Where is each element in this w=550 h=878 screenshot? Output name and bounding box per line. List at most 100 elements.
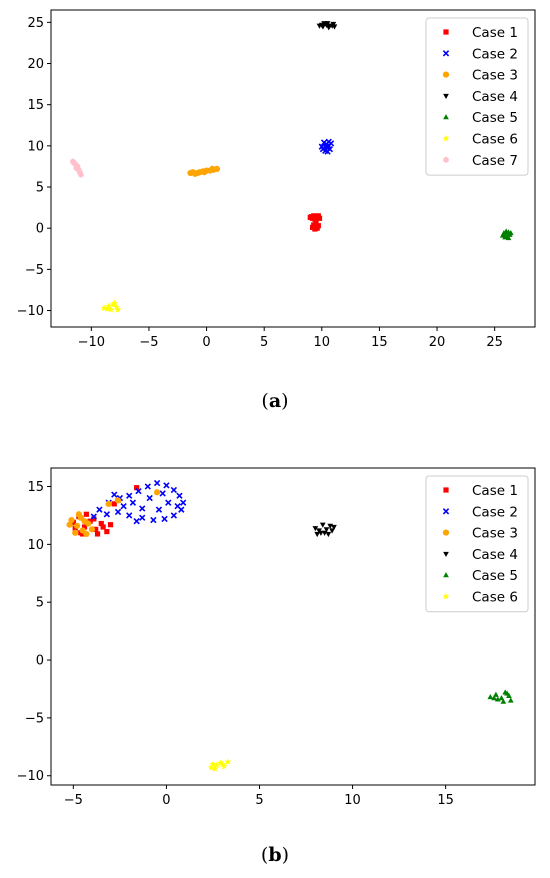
chart-a-x-tick-label: 25 xyxy=(486,335,503,350)
chart-a-point xyxy=(100,304,108,312)
chart-b-legend-marker xyxy=(442,592,450,600)
chart-b-point xyxy=(211,765,219,772)
chart-b-point xyxy=(133,518,140,525)
chart-b-point xyxy=(325,531,332,538)
chart-b-point xyxy=(174,503,181,510)
chart-a-legend-label: Case 7 xyxy=(472,153,518,169)
chart-a-legend-marker xyxy=(443,29,449,35)
chart-a-x-tick-label: 5 xyxy=(260,335,268,350)
chart-a-legend-marker xyxy=(442,50,450,57)
chart-a-point xyxy=(331,24,338,30)
chart-a-point xyxy=(114,306,122,313)
chart-b-point xyxy=(316,528,322,534)
chart-b-point xyxy=(327,523,334,529)
chart-a-series-6 xyxy=(100,299,122,313)
chart-b-legend-marker xyxy=(442,508,450,515)
chart-a-point xyxy=(105,302,113,310)
chart-b-legend-label: Case 6 xyxy=(472,590,518,606)
chart-b-legend-label: Case 1 xyxy=(472,483,518,499)
chart-a-legend: Case 1 Case 2 Case 3 Case 4 Case 5 Case 6 Case… xyxy=(425,17,529,176)
chart-b-point xyxy=(220,762,228,770)
chart-a-point xyxy=(107,306,115,313)
chart-a-series-5 xyxy=(499,228,514,241)
chart-a-series-4 xyxy=(316,21,338,31)
chart-b-y-tick-label: −10 xyxy=(17,769,44,784)
chart-b-point xyxy=(139,505,146,512)
chart-b-point xyxy=(126,512,133,519)
chart-b-x-tick-label: 5 xyxy=(255,793,263,808)
chart-b-point xyxy=(139,514,146,521)
chart-a-point xyxy=(505,234,512,241)
chart-b-point xyxy=(314,531,321,538)
chart-b-legend-marker xyxy=(443,551,449,558)
chart-b-point xyxy=(507,697,514,703)
chart-a-point xyxy=(307,214,313,221)
chart-b-point xyxy=(103,511,111,518)
chart-b-point xyxy=(111,491,118,498)
chart-b-legend-label: Case 4 xyxy=(472,547,518,563)
chart-b-point xyxy=(207,764,215,771)
chart-a-x-tick-label: 0 xyxy=(202,335,210,350)
chart-b-point xyxy=(90,513,97,520)
chart-b-point xyxy=(111,501,117,507)
chart-a-point xyxy=(325,138,332,145)
chart-b-point xyxy=(134,485,140,491)
chart-b-legend-label: Case 5 xyxy=(472,568,518,584)
chart-b-point xyxy=(176,492,183,499)
chart-a-point xyxy=(323,143,330,150)
chart-b-point xyxy=(66,521,73,528)
chart-a-point xyxy=(113,303,121,311)
chart-a-y-tick-label: −5 xyxy=(25,263,44,278)
chart-b-x-tick-label: −5 xyxy=(64,793,83,808)
chart-b-point xyxy=(146,494,153,502)
chart-a-point xyxy=(71,160,77,167)
chart-b-series-2 xyxy=(90,479,187,525)
chart-b-point xyxy=(81,518,88,525)
chart-b-point xyxy=(170,512,178,519)
chart-b-point xyxy=(500,698,507,704)
chart-b-point xyxy=(159,490,166,497)
chart-a-x-tick-label: −10 xyxy=(78,335,105,350)
chart-b-point xyxy=(323,527,330,533)
chart-b-point xyxy=(213,761,221,769)
chart-b-point xyxy=(135,487,142,495)
chart-b-point xyxy=(170,486,178,494)
chart-b-point xyxy=(114,497,122,504)
chart-b-x-tick-label: 0 xyxy=(162,793,170,808)
chart-a-series-7 xyxy=(70,158,84,178)
chart-a-x-tick-label: −5 xyxy=(139,335,158,350)
chart-b-point xyxy=(506,692,512,698)
chart-b-legend-marker xyxy=(443,572,449,578)
chart-a-legend-marker xyxy=(442,134,450,142)
chart-b-point xyxy=(150,516,157,524)
chart-a-y-tick-label: 5 xyxy=(36,181,44,196)
chart-b-point xyxy=(144,483,151,490)
chart-a-point xyxy=(316,215,323,221)
chart-b-plot-frame xyxy=(50,467,536,786)
chart-b-point xyxy=(319,522,326,528)
chart-a-legend-label: Case 1 xyxy=(472,25,518,41)
chart-b-x-tick-label: 15 xyxy=(437,793,454,808)
chart-a-point xyxy=(318,22,325,28)
chart-b-point xyxy=(329,528,335,534)
chart-b-legend-marker xyxy=(443,487,449,493)
chart-b-series-4 xyxy=(312,522,337,538)
chart-a-point xyxy=(213,165,221,173)
chart-b-point xyxy=(72,529,79,536)
chart-b-point xyxy=(153,479,161,487)
chart-a-point xyxy=(189,169,196,176)
chart-a-legend-label: Case 5 xyxy=(472,110,518,126)
chart-b-point xyxy=(216,759,224,766)
chart-b-point xyxy=(94,531,101,537)
chart-b-point xyxy=(129,499,137,506)
chart-b-point xyxy=(331,524,337,531)
chart-a-point xyxy=(78,171,84,178)
chart-a-y-tick-label: −10 xyxy=(17,304,44,319)
caption-a: (a) xyxy=(261,390,289,412)
chart-b-point xyxy=(107,522,114,528)
chart-b-point xyxy=(321,530,328,536)
chart-a-legend-marker xyxy=(443,114,449,120)
chart-b-point xyxy=(161,515,168,523)
